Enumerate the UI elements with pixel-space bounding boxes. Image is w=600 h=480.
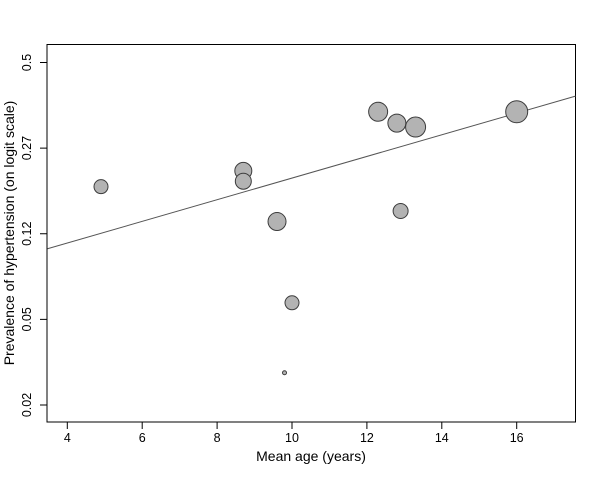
data-point [93, 179, 109, 195]
x-tick-label: 12 [360, 431, 374, 445]
x-axis-title: Mean age (years) [256, 448, 366, 464]
regression-line-layer [47, 95, 576, 250]
x-tick-label: 14 [435, 431, 449, 445]
data-point [392, 203, 409, 220]
y-tick-label: 0.02 [20, 393, 34, 417]
data-point [284, 295, 300, 311]
data-point [234, 172, 252, 190]
regression-line [47, 95, 576, 250]
data-point [505, 100, 529, 124]
axes-layer: 4 6 8 10 12 14 16 0.5 0.27 0.12 0.05 0.02 [20, 44, 576, 445]
y-tick-label: 0.12 [20, 222, 34, 246]
data-point [405, 116, 427, 138]
data-point [368, 101, 389, 122]
y-tick-label: 0.27 [20, 136, 34, 160]
y-tick-label: 0.5 [20, 54, 34, 71]
data-point [267, 212, 287, 232]
x-tick-label: 8 [214, 431, 221, 445]
x-tick-label: 16 [510, 431, 524, 445]
y-axis-title: Prevalence of hypertension (on logit sca… [1, 101, 17, 366]
plot-box [46, 44, 576, 423]
data-point [282, 370, 288, 376]
x-tick-label: 6 [139, 431, 146, 445]
x-tick-label: 4 [64, 431, 71, 445]
data-points-layer [93, 100, 529, 376]
data-point [387, 113, 407, 133]
x-tick-label: 10 [285, 431, 299, 445]
y-tick-label: 0.05 [20, 307, 34, 331]
